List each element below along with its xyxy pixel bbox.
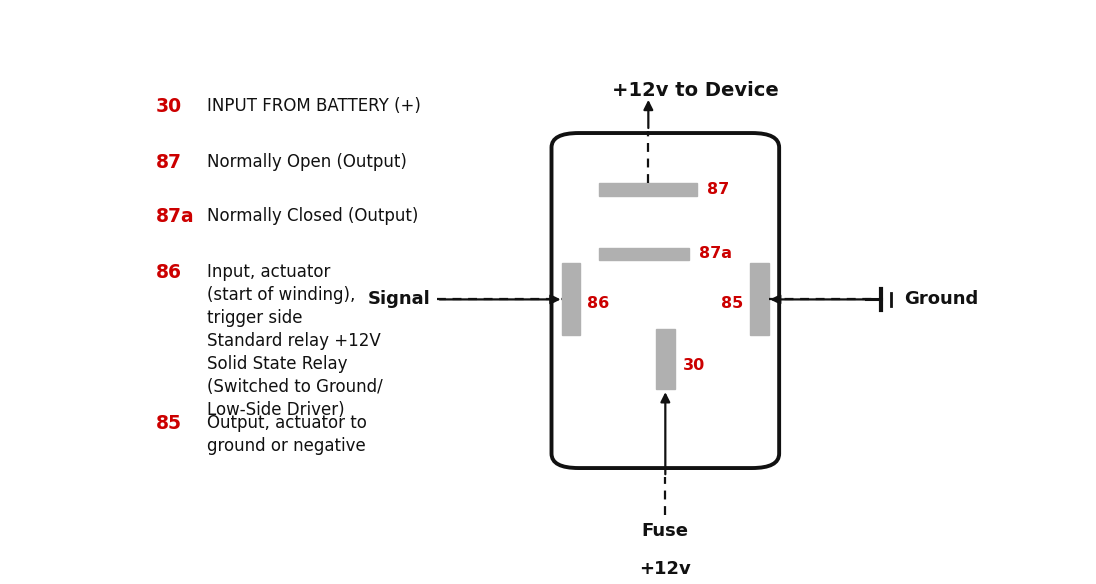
Text: +12v to Device: +12v to Device xyxy=(612,81,778,100)
Text: INPUT FROM BATTERY (+): INPUT FROM BATTERY (+) xyxy=(207,97,421,115)
Text: 86: 86 xyxy=(587,297,609,311)
Text: 87a: 87a xyxy=(156,207,194,226)
Text: 30: 30 xyxy=(683,357,706,373)
Text: Ground: Ground xyxy=(904,290,979,308)
Bar xyxy=(600,182,697,196)
Text: 30: 30 xyxy=(156,97,182,116)
Text: +12v: +12v xyxy=(639,560,692,578)
Text: Signal: Signal xyxy=(367,290,430,308)
Bar xyxy=(562,263,581,335)
Text: 87: 87 xyxy=(707,182,730,197)
Text: Fuse: Fuse xyxy=(642,522,688,540)
Text: Normally Closed (Output): Normally Closed (Output) xyxy=(207,207,418,225)
Text: 85: 85 xyxy=(156,414,182,433)
Bar xyxy=(657,329,675,390)
Text: Output, actuator to
ground or negative: Output, actuator to ground or negative xyxy=(207,414,366,455)
Text: Input, actuator
(start of winding),
trigger side
Standard relay +12V
Solid State: Input, actuator (start of winding), trig… xyxy=(207,263,383,419)
Text: 87: 87 xyxy=(156,153,182,172)
Text: 87a: 87a xyxy=(699,246,732,262)
Text: 86: 86 xyxy=(156,263,182,283)
FancyBboxPatch shape xyxy=(551,133,779,468)
Text: 85: 85 xyxy=(721,297,743,311)
Bar xyxy=(600,248,688,260)
Bar xyxy=(751,263,769,335)
Text: Normally Open (Output): Normally Open (Output) xyxy=(207,153,407,171)
